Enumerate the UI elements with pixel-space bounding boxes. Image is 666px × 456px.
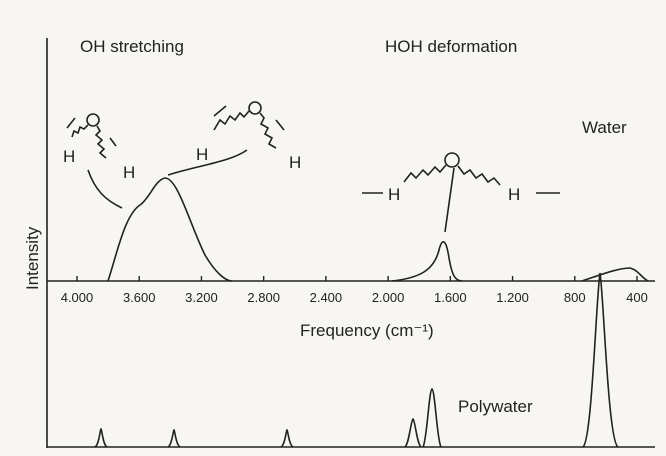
hoh-band [391,241,463,282]
tick-label: 3.200 [185,290,218,305]
pw-peak [582,272,619,448]
tick-label: 2.000 [372,290,405,305]
arrow [87,169,123,209]
bond [457,165,501,186]
polywater-label: Polywater [458,397,533,416]
tick-label: 4.000 [61,290,94,305]
pw-peak [94,427,108,448]
water-label: Water [582,118,627,137]
low-band [581,267,649,282]
oxygen [444,152,460,168]
tick-group: 4.000 3.600 3.200 2.800 2.400 2.000 1.600 1.200… [61,276,648,305]
oh-label: OH stretching [80,37,184,56]
pw-peak [167,428,181,448]
arrow [167,149,248,176]
bond [259,112,277,149]
bond [71,124,89,138]
bond [94,125,107,159]
pw-peak [280,428,294,448]
arrow [444,167,455,233]
x-axis-label: Frequency (cm⁻¹) [300,321,434,340]
bond [213,110,250,131]
atom: H [123,163,135,182]
tick-label: 400 [626,290,648,305]
tick-label: 1.200 [496,290,529,305]
atom: H [388,185,400,204]
atom: H [289,153,301,172]
atom: H [63,147,75,166]
arrow [213,105,285,131]
pw-peak [422,388,442,448]
tick-label: 2.800 [247,290,280,305]
oh-band [107,177,233,282]
hoh-label: HOH deformation [385,37,517,56]
atom: H [196,145,208,164]
oxygen [86,113,100,127]
oxygen [248,101,262,115]
tick-label: 1.600 [434,290,467,305]
arrow [66,117,117,147]
tick-label: 3.600 [123,290,156,305]
tick-label: 2.400 [310,290,343,305]
tick-label: 800 [564,290,586,305]
bond [403,164,447,183]
atom: H [508,185,520,204]
pw-peak [404,418,422,448]
y-axis-label: Intensity [23,226,42,290]
